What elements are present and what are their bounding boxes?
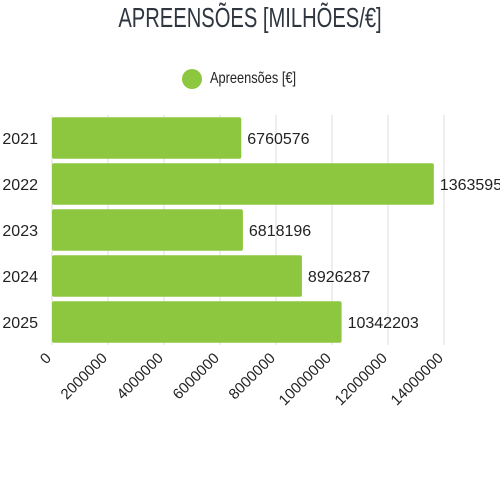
x-tick-label: 0 [37,350,55,368]
legend: Apreensões [€] [0,66,500,92]
bar [52,117,242,159]
x-tick-label: 4000000 [114,350,167,403]
bar [52,209,243,251]
legend-swatch [182,69,203,89]
x-tick-label: 12000000 [332,350,391,409]
chart-title: APREENSÕES [MILHÕES/€] [118,2,382,33]
data-label: 6818196 [249,223,311,240]
data-label: 8926287 [308,269,370,286]
category-label: 2025 [2,315,38,332]
legend-label: Apreensões [€] [210,70,297,87]
category-label: 2022 [2,177,38,194]
bar [52,163,434,205]
data-label: 13635957 [440,177,500,194]
x-tick-label: 14000000 [388,350,447,409]
x-tick-label: 6000000 [170,350,223,403]
x-tick-label: 2000000 [58,350,111,403]
bar [52,301,342,343]
category-label: 2021 [2,131,38,148]
data-label: 6760576 [247,131,309,148]
category-label: 2023 [2,223,38,240]
x-tick-label: 8000000 [226,350,279,403]
x-tick-label: 10000000 [276,350,335,409]
bar [52,255,302,297]
data-label: 10342203 [348,315,419,332]
category-label: 2024 [2,269,38,286]
